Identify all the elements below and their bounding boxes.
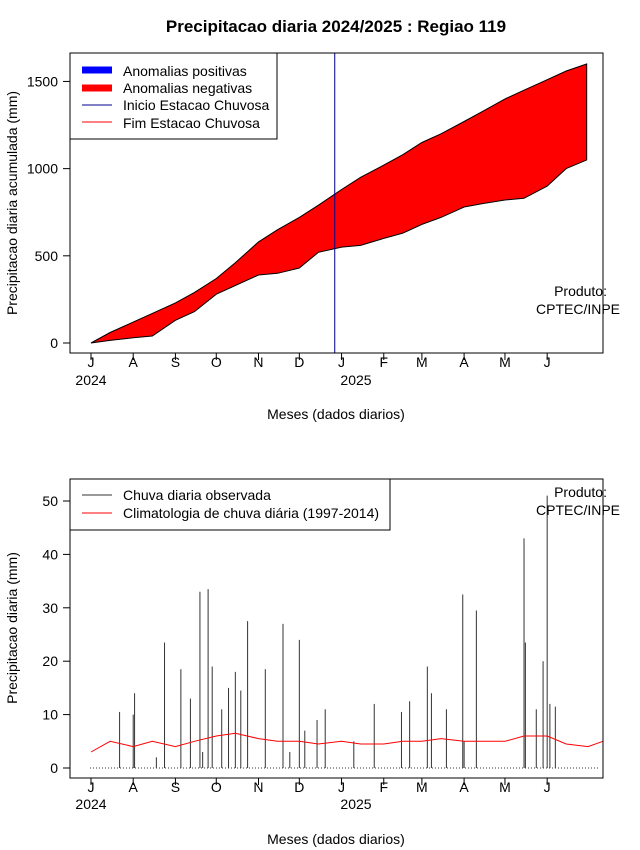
top-x-tick-label: M	[416, 354, 428, 370]
bottom-y-tick-label: 0	[50, 760, 58, 776]
bottom-y-tick-label: 30	[42, 600, 58, 616]
climatology-line	[90, 732, 604, 753]
top-y-tick-label: 0	[50, 335, 58, 351]
top-x-axis-label: Meses (dados diarios)	[267, 406, 405, 422]
top-y-tick-label: 500	[35, 248, 59, 264]
bottom-y-tick-label: 50	[42, 493, 58, 509]
chart-title: Precipitacao diaria 2024/2025 : Regiao 1…	[166, 17, 506, 36]
bottom-y-axis: 0 10 20 30 40 50	[42, 493, 70, 776]
bottom-x-tick-label: J	[544, 779, 551, 795]
top-y-tick-label: 1500	[27, 73, 58, 89]
top-product-label-2: CPTEC/INPE	[536, 301, 620, 317]
bottom-product-label-1: Produto:	[554, 484, 607, 500]
top-x-tick-label: A	[459, 354, 469, 370]
bottom-x-tick-label: J	[88, 779, 95, 795]
bottom-x-tick-label: J	[338, 779, 345, 795]
bottom-x-tick-label: F	[379, 779, 388, 795]
top-panel: 0 500 1000 1500 J A S O N D J F M A M J 2024 2025 Mese…	[4, 52, 620, 422]
top-year-2025: 2025	[340, 372, 371, 388]
legend-start-label: Inicio Estacao Chuvosa	[123, 97, 270, 113]
bottom-y-axis-label: Precipitacao diaria (mm)	[4, 552, 20, 704]
bottom-x-tick-label: A	[459, 779, 469, 795]
top-y-tick-label: 1000	[27, 161, 58, 177]
bottom-year-2025: 2025	[340, 796, 371, 812]
top-x-tick-label: J	[338, 354, 345, 370]
legend-positive-label: Anomalias positivas	[123, 63, 247, 79]
bottom-x-tick-label: O	[211, 779, 222, 795]
top-x-tick-label: N	[253, 354, 263, 370]
bottom-y-tick-label: 10	[42, 707, 58, 723]
top-x-tick-label: J	[88, 354, 95, 370]
legend-observed-label: Chuva diaria observada	[123, 487, 271, 503]
top-y-axis-label: Precipitacao diaria acumulada (mm)	[4, 91, 20, 315]
bottom-panel: 0 10 20 30 40 50 J A S O N D J F M A M J 2024 2025 Meses…	[4, 478, 620, 847]
top-year-2024: 2024	[75, 372, 106, 388]
top-y-axis: 0 500 1000 1500	[27, 73, 70, 351]
bottom-x-tick-label: S	[171, 779, 180, 795]
top-x-tick-label: A	[129, 354, 139, 370]
top-x-tick-label: S	[171, 354, 180, 370]
bottom-legend: Chuva diaria observada Climatologia de c…	[69, 478, 391, 531]
bottom-x-tick-label: M	[416, 779, 428, 795]
legend-end-label: Fim Estacao Chuvosa	[123, 115, 260, 131]
bottom-year-2024: 2024	[75, 796, 106, 812]
top-plot-frame	[69, 52, 604, 354]
legend-negative-label: Anomalias negativas	[123, 80, 252, 96]
bottom-legend-box	[69, 478, 391, 531]
bottom-product-label-2: CPTEC/INPE	[536, 502, 620, 518]
negative-anomaly-area	[90, 63, 588, 344]
bottom-x-tick-label: A	[129, 779, 139, 795]
bottom-x-axis-label: Meses (dados diarios)	[267, 831, 405, 847]
top-x-tick-label: O	[211, 354, 222, 370]
top-product-label-1: Produto:	[554, 283, 607, 299]
top-legend: Anomalias positivas Anomalias negativas …	[69, 52, 278, 140]
legend-clim-label: Climatologia de chuva diária (1997-2014)	[123, 505, 379, 521]
top-x-tick-label: M	[499, 354, 511, 370]
bottom-x-tick-label: D	[294, 779, 304, 795]
top-x-tick-label: F	[379, 354, 388, 370]
observed-daily-bars	[119, 495, 556, 768]
bottom-x-tick-label: N	[253, 779, 263, 795]
bottom-y-tick-label: 40	[42, 546, 58, 562]
bottom-y-tick-label: 20	[42, 653, 58, 669]
top-x-tick-label: J	[544, 354, 551, 370]
bottom-x-tick-label: M	[499, 779, 511, 795]
top-x-tick-label: D	[294, 354, 304, 370]
